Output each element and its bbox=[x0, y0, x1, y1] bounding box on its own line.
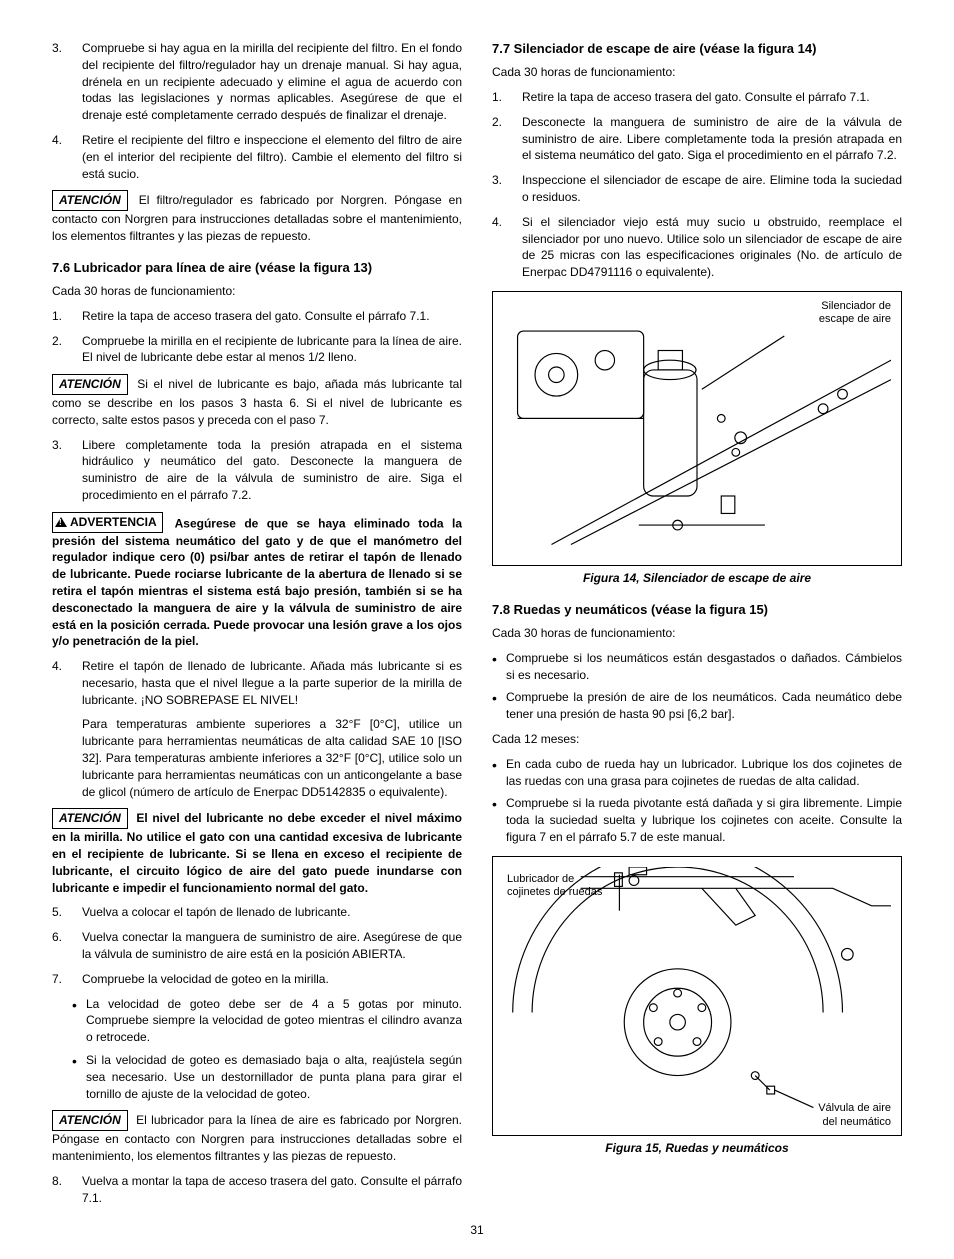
bullet-text: En cada cubo de rueda hay un lubricador.… bbox=[506, 756, 902, 790]
item-num: 3. bbox=[52, 437, 82, 504]
item-text: Retire la tapa de acceso trasera del gat… bbox=[82, 308, 462, 325]
bullet-text: Compruebe la presión de aire de los neum… bbox=[506, 689, 902, 723]
atencion-3: ATENCIÓN El nivel del lubricante no debe… bbox=[52, 808, 462, 896]
figure-15: Lubricador decojinetes de ruedas Válvula… bbox=[492, 856, 902, 1136]
adv-label-text: ADVERTENCIA bbox=[70, 514, 157, 531]
fig15-label2: Válvula de airedel neumático bbox=[818, 1102, 891, 1128]
atencion-4: ATENCIÓN El lubricador para la línea de … bbox=[52, 1110, 462, 1164]
item-text: Compruebe si hay agua en la mirilla del … bbox=[82, 40, 462, 124]
item-text: Compruebe la mirilla en el recipiente de… bbox=[82, 333, 462, 367]
advertencia-block: ADVERTENCIA Asegúrese de que se haya eli… bbox=[52, 512, 462, 650]
item-num: 4. bbox=[52, 132, 82, 182]
item-num: 2. bbox=[492, 114, 522, 164]
bullets-i: En cada cubo de rueda hay un lubricador.… bbox=[492, 756, 902, 846]
right-column: 7.7 Silenciador de escape de aire (véase… bbox=[492, 40, 902, 1214]
atencion-2: ATENCIÓN Si el nivel de lubricante es ba… bbox=[52, 374, 462, 428]
bullet-text: Compruebe si la rueda pivotante está dañ… bbox=[506, 795, 902, 845]
item-text: Compruebe la velocidad de goteo en la mi… bbox=[82, 971, 462, 988]
list-f: 8.Vuelva a montar la tapa de acceso tras… bbox=[52, 1173, 462, 1207]
item-text: Retire el tapón de llenado de lubricante… bbox=[82, 658, 462, 708]
item-num: 1. bbox=[492, 89, 522, 106]
item-num: 3. bbox=[52, 40, 82, 124]
item-num: 7. bbox=[52, 971, 82, 988]
item-num: 1. bbox=[52, 308, 82, 325]
left-column: 3.Compruebe si hay agua en la mirilla de… bbox=[52, 40, 462, 1214]
fig14-caption: Figura 14, Silenciador de escape de aire bbox=[492, 570, 902, 587]
item-text: Vuelva a colocar el tapón de llenado de … bbox=[82, 904, 462, 921]
item-text: Vuelva a montar la tapa de acceso traser… bbox=[82, 1173, 462, 1207]
item-text: Vuelva conectar la manguera de suministr… bbox=[82, 929, 462, 963]
warning-icon bbox=[55, 517, 67, 527]
fig14-label: Silenciador deescape de aire bbox=[819, 300, 891, 326]
atencion-label: ATENCIÓN bbox=[52, 374, 128, 395]
page-number: 31 bbox=[52, 1222, 902, 1239]
bullet-text: Si la velocidad de goteo es demasiado ba… bbox=[86, 1052, 462, 1102]
bullets-h: Compruebe si los neumáticos están desgas… bbox=[492, 650, 902, 723]
item-num: 8. bbox=[52, 1173, 82, 1207]
item-text: Retire la tapa de acceso trasera del gat… bbox=[522, 89, 902, 106]
item-num: 2. bbox=[52, 333, 82, 367]
bullets-e: La velocidad de goteo debe ser de 4 a 5 … bbox=[72, 996, 462, 1103]
fig15-caption: Figura 15, Ruedas y neumáticos bbox=[492, 1140, 902, 1157]
item-text: Retire el recipiente del filtro e inspec… bbox=[82, 132, 462, 182]
heading-76: 7.6 Lubricador para línea de aire (véase… bbox=[52, 259, 462, 277]
item-text: Desconecte la manguera de suministro de … bbox=[522, 114, 902, 164]
item-num: 4. bbox=[492, 214, 522, 281]
figure-14: Silenciador deescape de aire bbox=[492, 291, 902, 566]
item-text: Inspeccione el silenciador de escape de … bbox=[522, 172, 902, 206]
subhead-77: Cada 30 horas de funcionamiento: bbox=[492, 64, 902, 81]
heading-78: 7.8 Ruedas y neumáticos (véase la figura… bbox=[492, 601, 902, 619]
bullet-text: La velocidad de goteo debe ser de 4 a 5 … bbox=[86, 996, 462, 1046]
adv-text: Asegúrese de que se haya eliminado toda … bbox=[52, 516, 462, 648]
heading-77: 7.7 Silenciador de escape de aire (véase… bbox=[492, 40, 902, 58]
figure-14-svg bbox=[503, 302, 891, 549]
list-a: 3.Compruebe si hay agua en la mirilla de… bbox=[52, 40, 462, 182]
list-d-sub: Para temperaturas ambiente superiores a … bbox=[82, 716, 462, 800]
figure-15-svg bbox=[503, 867, 891, 1119]
subhead-76: Cada 30 horas de funcionamiento: bbox=[52, 283, 462, 300]
bullet-text: Compruebe si los neumáticos están desgas… bbox=[506, 650, 902, 684]
advertencia-label: ADVERTENCIA bbox=[52, 512, 163, 533]
item-num: 5. bbox=[52, 904, 82, 921]
item-text: Si el silenciador viejo está muy sucio u… bbox=[522, 214, 902, 281]
item-text: Libere completamente toda la presión atr… bbox=[82, 437, 462, 504]
atencion-label: ATENCIÓN bbox=[52, 808, 128, 829]
atencion-label: ATENCIÓN bbox=[52, 190, 128, 211]
atencion-label: ATENCIÓN bbox=[52, 1110, 128, 1131]
item-num: 6. bbox=[52, 929, 82, 963]
subhead-78b: Cada 12 meses: bbox=[492, 731, 902, 748]
item-num: 3. bbox=[492, 172, 522, 206]
list-c: 3.Libere completamente toda la presión a… bbox=[52, 437, 462, 504]
list-e: 5.Vuelva a colocar el tapón de llenado d… bbox=[52, 904, 462, 987]
list-g: 1.Retire la tapa de acceso trasera del g… bbox=[492, 89, 902, 281]
atencion-1: ATENCIÓN El filtro/regulador es fabricad… bbox=[52, 190, 462, 244]
list-d: 4.Retire el tapón de llenado de lubrican… bbox=[52, 658, 462, 708]
list-b: 1.Retire la tapa de acceso trasera del g… bbox=[52, 308, 462, 366]
fig15-label1: Lubricador decojinetes de ruedas bbox=[507, 873, 602, 899]
item-num: 4. bbox=[52, 658, 82, 708]
subhead-78a: Cada 30 horas de funcionamiento: bbox=[492, 625, 902, 642]
